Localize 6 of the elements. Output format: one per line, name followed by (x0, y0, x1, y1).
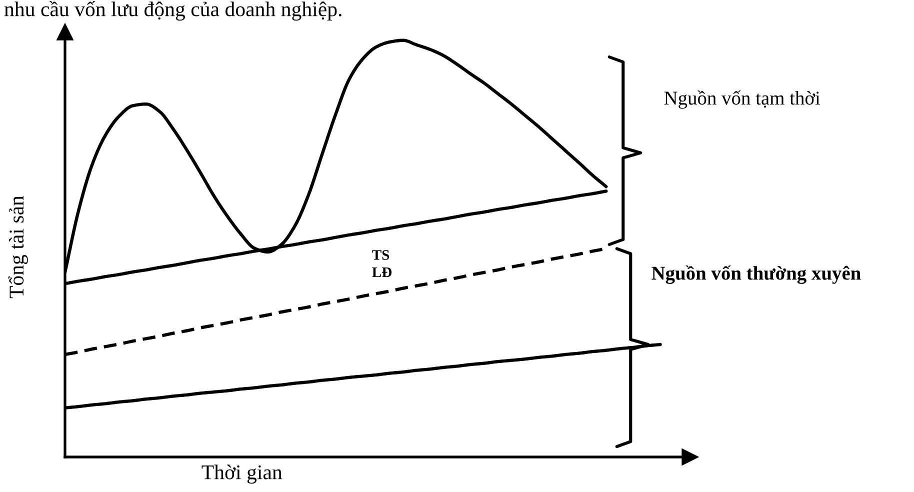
annotation: TS LĐ (372, 250, 392, 278)
annotation: Nguồn vốn tạm thời (664, 90, 820, 109)
annotation: Nguồn vốn thường xuyên (652, 265, 861, 284)
x-axis-title: Thời gian (202, 464, 282, 484)
chart-title: nhu cầu vốn lưu động của doanh nghiệp. (4, 1, 342, 21)
y-axis-title: Tổng tài sản (8, 196, 28, 298)
